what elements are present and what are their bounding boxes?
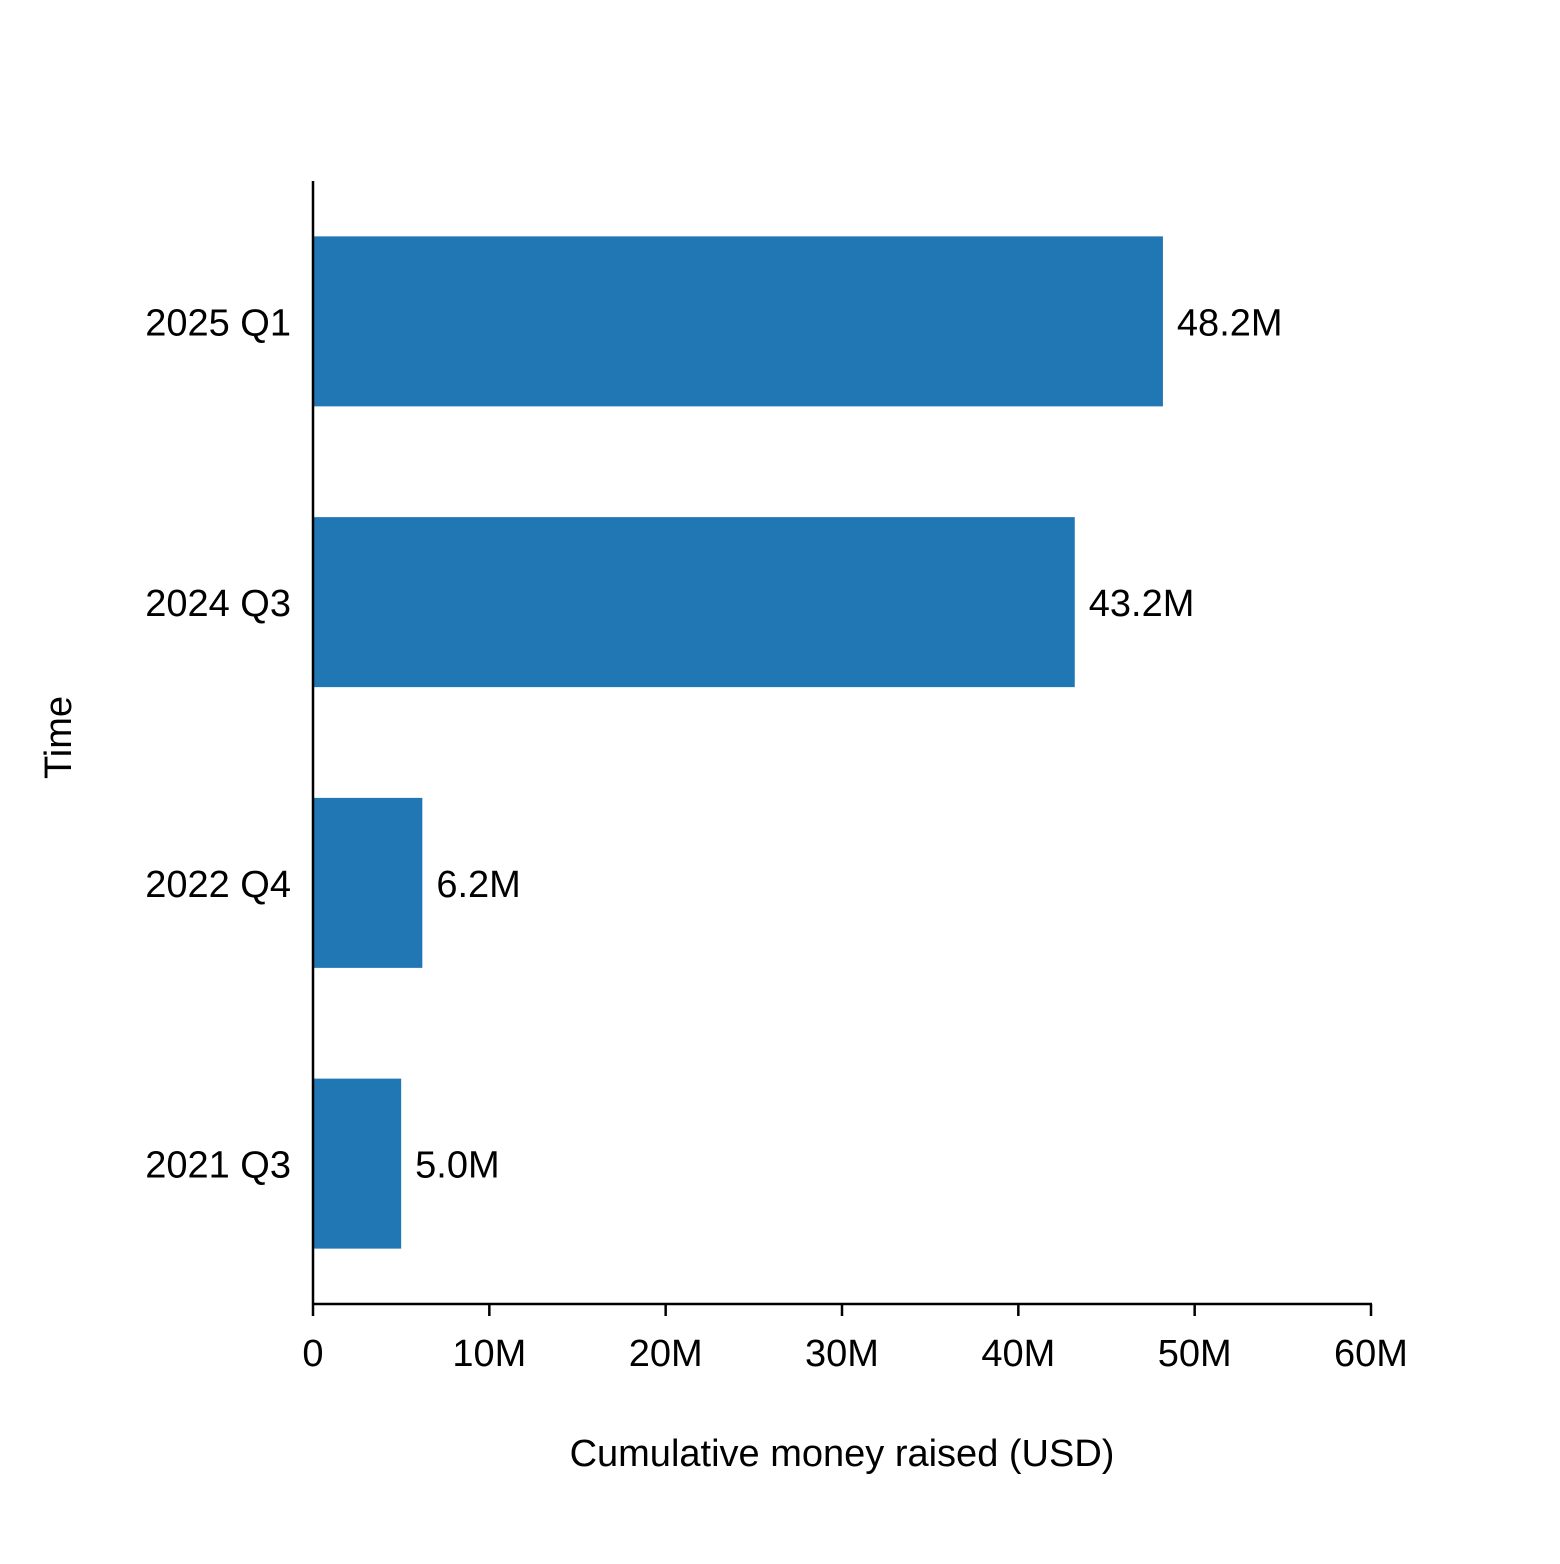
x-tick-label: 20M [629,1333,703,1375]
x-tick-label: 40M [981,1333,1055,1375]
bar-2025-q1 [313,236,1163,407]
data-labels-group: 48.2M 43.2M 6.2M 5.0M [415,302,1282,1186]
bar-2022-q4 [313,797,423,968]
data-label: 6.2M [436,864,520,906]
bars-group [313,236,1163,1249]
x-axis-title: Cumulative money raised (USD) [570,1433,1115,1475]
data-label: 48.2M [1177,302,1283,344]
y-tick-label: 2021 Q3 [145,1145,291,1187]
x-tick-label: 10M [452,1333,526,1375]
bar-2024-q3 [313,517,1075,688]
x-tick-label: 60M [1334,1333,1408,1375]
data-label: 43.2M [1089,583,1195,625]
x-tick-label: 0 [302,1333,323,1375]
y-tick-label: 2022 Q4 [145,864,291,906]
y-tick-label: 2025 Q1 [145,302,291,344]
x-ticks-group: 0 10M 20M 30M 40M 50M 60M [302,1304,1408,1375]
y-tick-label: 2024 Q3 [145,583,291,625]
bar-2021-q3 [313,1078,402,1249]
y-axis-title: Time [38,696,80,779]
category-labels-group: 2025 Q1 2024 Q3 2022 Q4 2021 Q3 [145,302,291,1186]
data-label: 5.0M [415,1145,499,1187]
x-tick-label: 30M [805,1333,879,1375]
x-tick-label: 50M [1158,1333,1232,1375]
